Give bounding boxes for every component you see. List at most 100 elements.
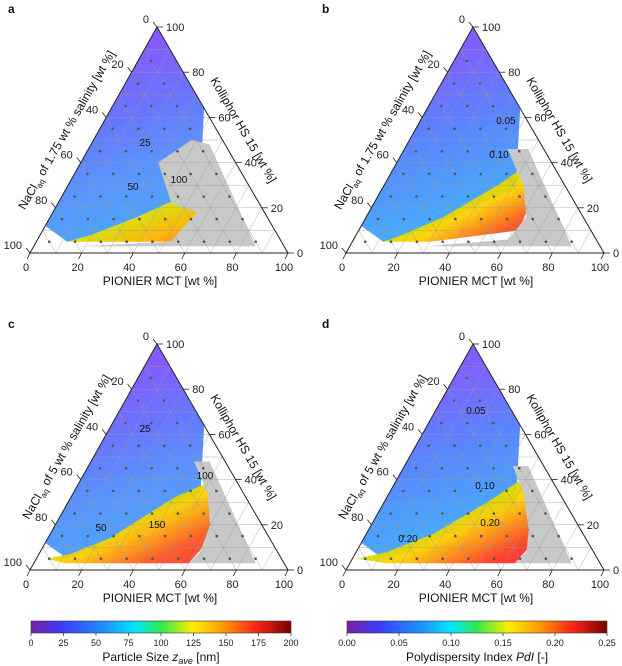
sample-point [518, 512, 521, 515]
tick-bottom [284, 569, 289, 577]
tick-label-bottom: 60 [175, 262, 187, 274]
tick-label-right: 60 [218, 429, 230, 441]
sample-point [427, 127, 431, 130]
sample-point [254, 240, 257, 243]
tick-left [392, 474, 398, 480]
sample-point [228, 557, 232, 560]
tick-bottom [26, 569, 31, 577]
tick-left [25, 564, 31, 571]
sample-point [136, 82, 140, 85]
sample-point [176, 557, 180, 560]
colorbar-size-title: Particle Size zave [nm] [102, 650, 219, 666]
sample-point [517, 467, 521, 470]
axis-title-bottom: PIONIER MCT [wt %] [103, 591, 217, 605]
sample-point [60, 534, 64, 538]
tick-label-left: 20 [427, 376, 439, 388]
sample-point [479, 172, 483, 176]
tick-left [76, 157, 82, 163]
sample-point [467, 240, 470, 243]
sample-point [215, 489, 218, 493]
sample-point [402, 534, 406, 538]
gridline [158, 139, 223, 254]
sample-point [176, 195, 180, 198]
colorbar-tick-label: 50 [91, 638, 101, 648]
sample-point [465, 376, 469, 380]
tick-label-right: 100 [482, 339, 500, 351]
tick-label-right: 60 [534, 112, 546, 124]
sample-point [188, 444, 192, 448]
tick-left [468, 21, 474, 28]
contour-label: 0.05 [496, 116, 516, 127]
tick-bottom [445, 252, 450, 260]
tick-label-bottom: 20 [71, 262, 83, 274]
gridline [80, 162, 134, 254]
tick-label-right: 40 [245, 475, 257, 487]
sample-point [163, 172, 167, 176]
triangle-outline [345, 342, 605, 571]
gridline [184, 162, 236, 254]
sample-point [491, 104, 495, 108]
tick-label-bottom: 80 [226, 579, 238, 591]
tick-left [101, 112, 107, 118]
sample-point [150, 195, 154, 198]
colorbar-tick-label: 0.10 [442, 638, 460, 648]
colorbar-pdi-bar [346, 620, 608, 634]
sample-point [428, 217, 431, 221]
gridline [55, 524, 82, 571]
sample-point [228, 240, 232, 243]
tick-left [51, 519, 56, 526]
tick-label-left: 20 [111, 376, 123, 388]
sample-point [544, 557, 548, 560]
sample-point [505, 489, 508, 493]
tick-label-bottom: 20 [71, 579, 83, 591]
sample-point [492, 467, 495, 470]
sample-point [112, 217, 115, 221]
gridline [55, 207, 82, 254]
sample-point [162, 82, 166, 85]
sample-point [175, 421, 179, 425]
tick-label-bottom: 20 [387, 579, 399, 591]
tick-label-bottom: 40 [439, 262, 451, 274]
tick-left [341, 564, 347, 571]
sample-point [376, 217, 380, 221]
tick-label-bottom: 100 [591, 262, 609, 274]
gridline [526, 502, 565, 571]
sample-point [544, 195, 547, 198]
sample-point [111, 172, 115, 176]
sample-point [531, 217, 535, 221]
tick-left [468, 338, 474, 345]
sample-point [479, 217, 483, 221]
sample-point [492, 557, 496, 560]
tick-label-left: 40 [86, 421, 98, 433]
panel-letter-c: c [8, 317, 15, 331]
axis-title-bottom: PIONIER MCT [wt %] [419, 591, 533, 605]
tick-bottom [549, 569, 553, 577]
tick-label-bottom: 0 [339, 262, 345, 274]
tick-left [152, 338, 158, 345]
panel-a: 0 0 0 20 20 20 40 40 40 60 60 60 80 80 80 100 100 100 PION… [4, 14, 303, 288]
tick-label-right: 40 [561, 475, 573, 487]
colorbar-pdi-title: Polydispersity Index PdI [-] [406, 650, 548, 664]
sample-point [73, 512, 76, 515]
tick-left [443, 383, 448, 390]
tick-left [417, 112, 423, 118]
sample-point [215, 534, 219, 538]
gridline [396, 162, 450, 254]
sample-point [138, 534, 141, 538]
sample-point [478, 82, 482, 85]
sample-point [47, 240, 51, 243]
sample-point [427, 172, 431, 176]
sample-point [189, 172, 192, 176]
sample-point [570, 240, 573, 243]
sample-point [557, 217, 560, 221]
grey-region [512, 466, 572, 564]
sample-point [176, 240, 180, 243]
contour-label: 150 [149, 520, 166, 531]
sample-point [228, 512, 231, 515]
sample-point [163, 444, 166, 448]
sample-point [137, 127, 140, 130]
sample-point [492, 195, 496, 198]
sample-point [440, 467, 444, 470]
contour-label: 50 [127, 182, 139, 193]
panel-letter-b: b [322, 2, 329, 16]
